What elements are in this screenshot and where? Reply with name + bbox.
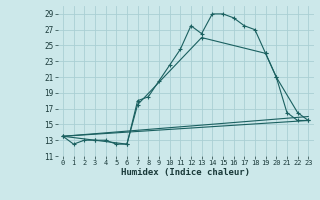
X-axis label: Humidex (Indice chaleur): Humidex (Indice chaleur) [121, 168, 250, 177]
